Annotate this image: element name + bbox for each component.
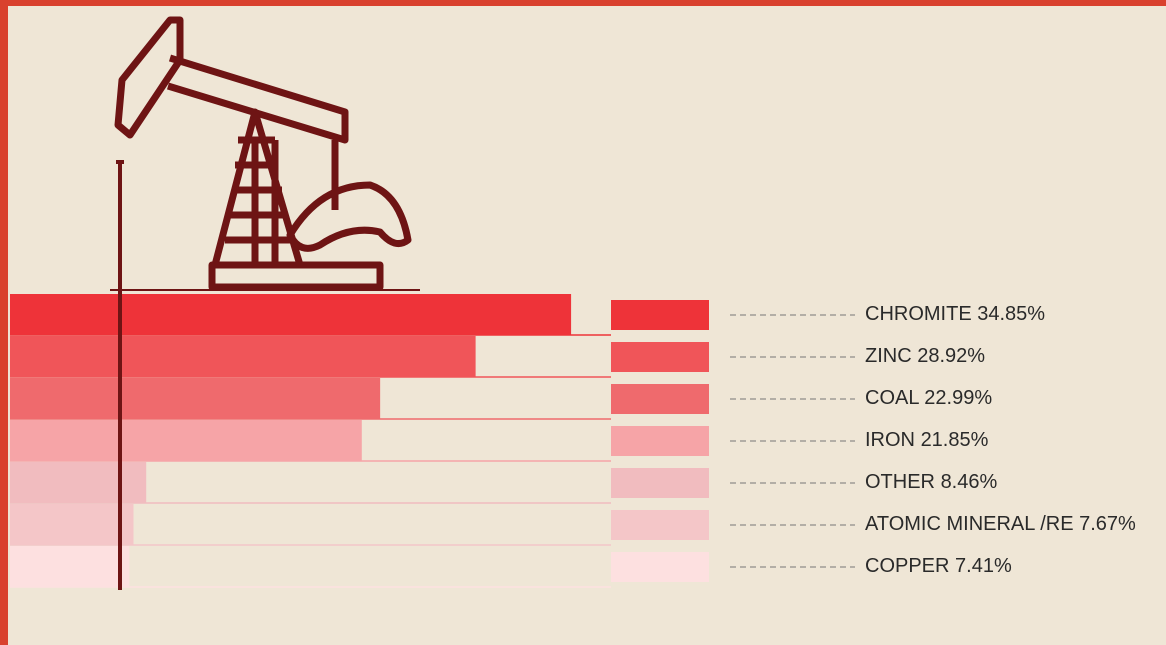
value-label: 21.85% <box>921 429 989 451</box>
value-label: 7.67% <box>1079 513 1136 535</box>
category-name: COAL <box>865 387 919 409</box>
value-label: 34.85% <box>977 303 1045 325</box>
category-name: ZINC <box>865 345 912 367</box>
bar <box>10 420 362 461</box>
category-name: CHROMITE <box>865 303 972 325</box>
legend-swatch <box>611 468 709 498</box>
legend-swatch <box>611 342 709 372</box>
category-label: OTHER 8.46% <box>865 471 997 493</box>
category-label: COAL 22.99% <box>865 387 992 409</box>
legend-swatch <box>611 300 709 330</box>
category-name: OTHER <box>865 471 935 493</box>
category-label: ATOMIC MINERAL /RE 7.67% <box>865 513 1136 535</box>
category-label: COPPER 7.41% <box>865 555 1012 577</box>
category-label: CHROMITE 34.85% <box>865 303 1045 325</box>
legend-swatch <box>611 384 709 414</box>
category-label: IRON 21.85% <box>865 429 989 451</box>
category-label: ZINC 28.92% <box>865 345 985 367</box>
category-name: ATOMIC MINERAL /RE <box>865 513 1074 535</box>
legend-swatch <box>611 552 709 582</box>
bar <box>10 462 147 503</box>
pump-jack <box>114 16 412 291</box>
value-label: 7.41% <box>955 555 1012 577</box>
value-label: 28.92% <box>917 345 985 367</box>
pump-rod <box>116 160 124 590</box>
value-label: 22.99% <box>924 387 992 409</box>
bar <box>10 378 381 419</box>
bar <box>10 546 130 587</box>
value-label: 8.46% <box>941 471 998 493</box>
category-name: COPPER <box>865 555 949 577</box>
bars: CHROMITE 34.85% ZINC 28.92% COAL 22.99% IRO… <box>10 294 1136 588</box>
legend-swatch <box>611 510 709 540</box>
legend-swatch <box>611 426 709 456</box>
bar <box>10 504 134 545</box>
bar <box>10 294 572 335</box>
category-name: IRON <box>865 429 915 451</box>
bar <box>10 336 476 377</box>
